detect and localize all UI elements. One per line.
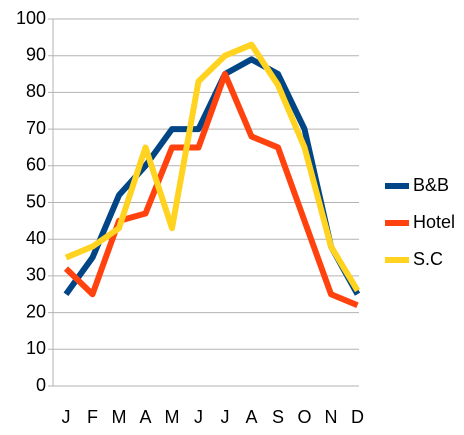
y-tick-label: 90 bbox=[26, 44, 46, 64]
y-tick-label: 60 bbox=[26, 155, 46, 175]
x-tick-label: F bbox=[87, 407, 98, 427]
y-tick-label: 80 bbox=[26, 81, 46, 101]
y-tick-label: 40 bbox=[26, 228, 46, 248]
x-tick-label: S bbox=[272, 407, 284, 427]
line-series bbox=[64, 41, 361, 293]
legend-label: B&B bbox=[413, 175, 449, 195]
x-tick-label: D bbox=[351, 407, 364, 427]
x-tick-label: A bbox=[245, 407, 257, 427]
x-tick-label: A bbox=[139, 407, 151, 427]
y-tick-label: 0 bbox=[36, 375, 46, 395]
x-tick-label: O bbox=[297, 407, 311, 427]
legend-label: Hotel bbox=[413, 212, 455, 232]
y-tick-label: 20 bbox=[26, 301, 46, 321]
x-tick-label: J bbox=[221, 407, 230, 427]
x-tick-label: J bbox=[194, 407, 203, 427]
x-tick-label: M bbox=[165, 407, 180, 427]
legend-label: S.C bbox=[413, 249, 443, 269]
x-tick-label: M bbox=[112, 407, 127, 427]
y-tick-label: 70 bbox=[26, 118, 46, 138]
y-tick-label: 30 bbox=[26, 265, 46, 285]
x-tick-label: N bbox=[325, 407, 338, 427]
line-series bbox=[63, 56, 361, 297]
y-tick-label: 50 bbox=[26, 191, 46, 211]
x-tick-label: J bbox=[62, 407, 71, 427]
y-tick-label: 10 bbox=[26, 338, 46, 358]
y-tick-label: 100 bbox=[16, 8, 46, 28]
